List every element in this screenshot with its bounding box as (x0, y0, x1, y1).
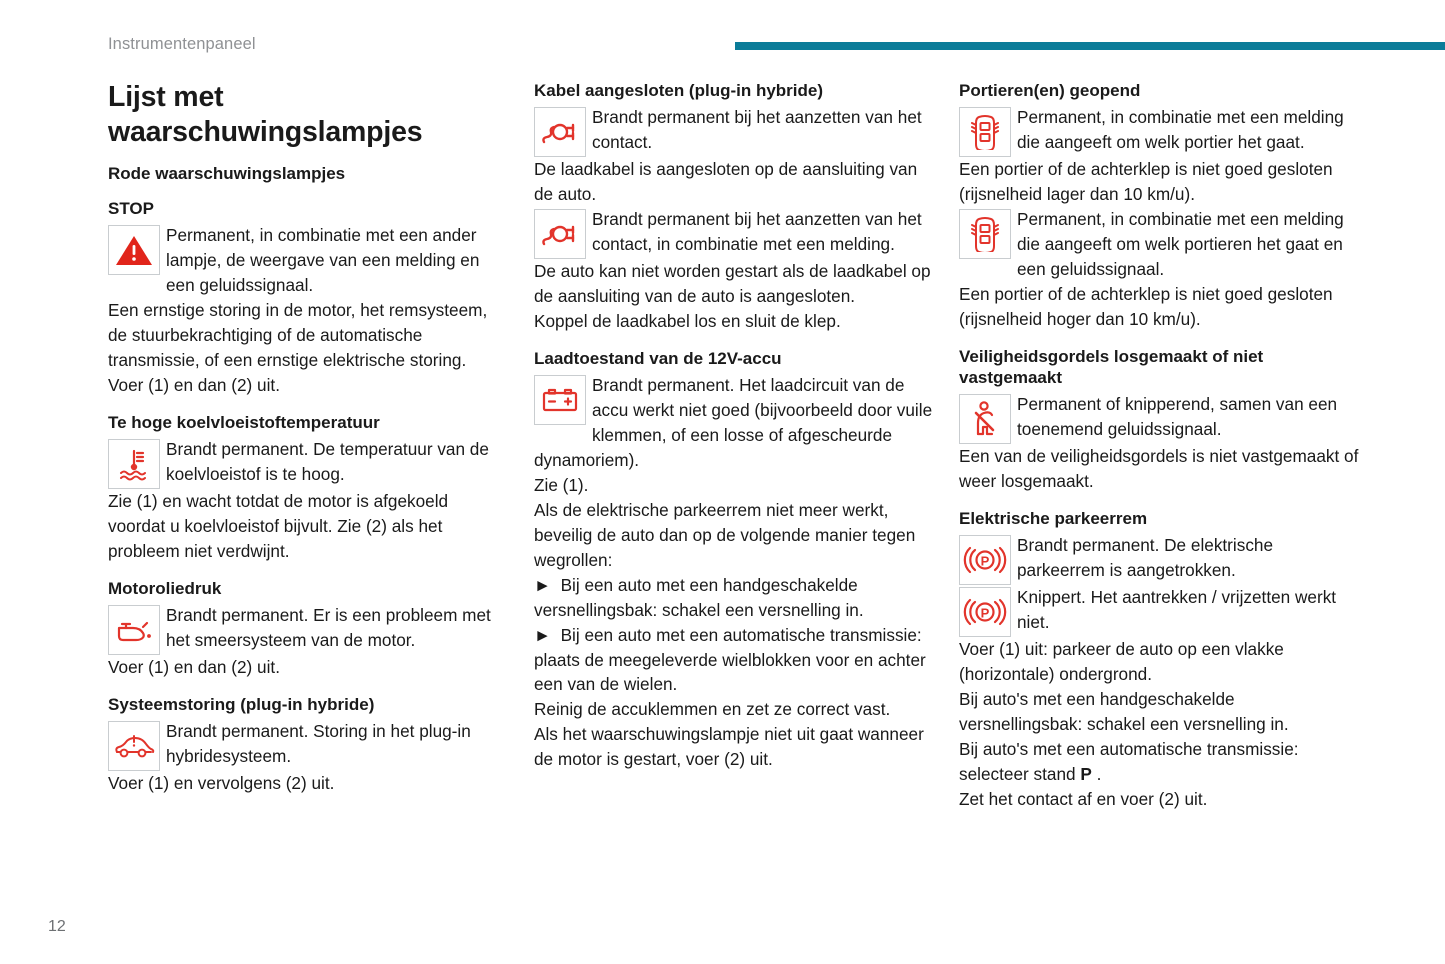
lamp-text-seatbelt: Permanent of knipperend, samen van een t… (1017, 394, 1338, 440)
hybrid-system-fault-icon (108, 721, 160, 772)
lamp-entry-door-1: Permanent, in combinatie met een melding… (959, 105, 1359, 158)
lamp-text-oil: Brandt permanent. Er is een probleem met… (166, 605, 491, 650)
seatbelt-icon (959, 394, 1011, 445)
lamp-para-hybrid-1: Voer (1) en vervolgens (2) uit. (108, 773, 335, 794)
svg-text:P: P (981, 554, 990, 569)
charging-plug-icon (534, 209, 586, 260)
lamp-para-pb-3: Bij auto's met een automatische transmis… (959, 737, 1359, 787)
lamp-para-oil-1: Voer (1) en dan (2) uit. (108, 657, 280, 678)
lamp-title-hybrid: Systeemstoring (plug-in hybride) (108, 694, 375, 714)
running-head: Instrumentenpaneel (108, 35, 256, 53)
lamp-title-parking-brake: Elektrische parkeerrem (959, 509, 1148, 529)
lamp-para-cable-1: De laadkabel is aangesloten op de aanslu… (534, 159, 918, 205)
oil-pressure-icon (108, 605, 160, 656)
lamp-text-cable-1: Brandt permanent bij het aanzetten van h… (592, 107, 922, 153)
battery-charge-icon (534, 375, 586, 426)
section-subtitle: Rode waarschuwingslampjes (108, 163, 346, 183)
lamp-para-battery-4: Als het waarschuwingslampje niet uit gaa… (534, 724, 924, 770)
svg-text:P: P (981, 606, 990, 621)
charging-plug-icon (534, 107, 586, 158)
gear-position-p: P (1080, 764, 1092, 785)
lamp-para-pb-3-suffix: . (1091, 764, 1102, 785)
lamp-para-pb-1: Voer (1) uit: parkeer de auto op een vla… (959, 639, 1284, 685)
lamp-text-hybrid: Brandt permanent. Storing in het plug-in… (166, 721, 471, 767)
lamp-title-oil: Motoroliedruk (108, 578, 222, 598)
lamp-para-coolant-1: Zie (1) en wacht totdat de motor is afge… (108, 490, 449, 561)
parking-brake-icon: P (959, 587, 1011, 638)
lamp-entry-seatbelt: Permanent of knipperend, samen van een t… (959, 392, 1359, 445)
lamp-text-door-1: Permanent, in combinatie met een melding… (1017, 107, 1344, 153)
lamp-bullet-battery-1: ► Bij een auto met een handgeschakelde v… (534, 574, 864, 620)
page-title: Lijst met waarschuwingslampjes (108, 81, 423, 148)
lamp-para-pb-4: Zet het contact af en voer (2) uit. (959, 789, 1208, 810)
lamp-para-pb-2: Bij auto's met een handgeschakelde versn… (959, 689, 1289, 735)
lamp-title-seatbelt: Veiligheidsgordels losgemaakt of niet va… (959, 346, 1264, 388)
lamp-entry-parking-brake-2: P Knippert. Het aantrekken / vrijzetten … (959, 585, 1359, 638)
lamp-para-cable-3: Koppel de laadkabel los en sluit de klep… (534, 311, 841, 331)
lamp-para-stop-2: Voer (1) en dan (2) uit. (108, 374, 280, 395)
lamp-entry-oil: Brandt permanent. Er is een probleem met… (108, 603, 508, 656)
lamp-text-stop: Permanent, in combinatie met een ander l… (166, 225, 480, 296)
lamp-para-door-1: Een portier of de achterklep is niet goe… (959, 159, 1333, 205)
lamp-entry-coolant: Brandt permanent. De temperatuur van de … (108, 437, 508, 489)
lamp-text-battery: Brandt permanent. Het laadcircuit van de… (534, 375, 933, 470)
column-3: Portieren(en) geopend Permanent, in comb… (959, 80, 1359, 812)
lamp-text-door-2: Permanent, in combinatie met een melding… (1017, 209, 1344, 279)
lamp-text-parking-brake-2: Knippert. Het aantrekken / vrijzetten we… (1017, 587, 1337, 633)
page-columns: Lijst met waarschuwingslampjes Rode waar… (0, 80, 1445, 870)
lamp-entry-cable-2: Brandt permanent bij het aanzetten van h… (534, 207, 934, 260)
lamp-para-battery-2: Als de elektrische parkeerrem niet meer … (534, 499, 916, 570)
lamp-para-stop-1: Een ernstige storing in de motor, het re… (108, 299, 488, 370)
lamp-entry-parking-brake-1: P Brandt permanent. De elektrische parke… (959, 533, 1359, 586)
lamp-para-cable-2: De auto kan niet worden gestart als de l… (534, 261, 931, 307)
lamp-text-cable-2: Brandt permanent bij het aanzetten van h… (592, 209, 922, 255)
lamp-text-coolant: Brandt permanent. De temperatuur van de … (166, 438, 489, 484)
lamp-para-seatbelt-1: Een van de veiligheidsgordels is niet va… (959, 446, 1359, 492)
page-header: Instrumentenpaneel (0, 0, 1445, 62)
lamp-entry-door-2: Permanent, in combinatie met een melding… (959, 207, 1359, 282)
lamp-entry-cable-1: Brandt permanent bij het aanzetten van h… (534, 105, 934, 158)
parking-brake-icon: P (959, 535, 1011, 586)
lamp-bullet-battery-2-text: Bij een auto met een automatische transm… (534, 624, 926, 695)
lamp-title-battery: Laadtoestand van de 12V-accu (534, 348, 782, 368)
lamp-entry-hybrid: Brandt permanent. Storing in het plug-in… (108, 719, 508, 772)
lamp-title-stop: STOP (108, 198, 154, 218)
lamp-title-cable: Kabel aangesloten (plug-in hybride) (534, 81, 824, 100)
lamp-para-door-2: Een portier of de achterklep is niet goe… (959, 283, 1333, 329)
door-open-icon (959, 107, 1011, 158)
lamp-para-battery-1: Zie (1). (534, 474, 589, 495)
column-1: Lijst met waarschuwingslampjes Rode waar… (108, 80, 508, 796)
lamp-text-parking-brake-1: Brandt permanent. De elektrische parkeer… (1017, 535, 1274, 581)
coolant-temperature-icon (108, 438, 160, 489)
header-rule (735, 42, 1445, 50)
lamp-entry-stop: Permanent, in combinatie met een ander l… (108, 223, 508, 298)
warning-triangle-icon (108, 225, 160, 276)
lamp-bullet-battery-2: ► Bij een auto met een automatische tran… (534, 624, 926, 695)
lamp-title-door: Portieren(en) geopend (959, 81, 1141, 100)
lamp-entry-battery: Brandt permanent. Het laadcircuit van de… (534, 373, 934, 473)
door-open-icon (959, 209, 1011, 260)
lamp-para-pb-3-prefix: Bij auto's met een automatische transmis… (959, 739, 1299, 785)
lamp-para-battery-3: Reinig de accuklemmen en zet ze correct … (534, 699, 891, 720)
page-number: 12 (48, 918, 66, 935)
lamp-title-coolant: Te hoge koelvloeistoftemperatuur (108, 412, 380, 432)
lamp-bullet-battery-1-text: Bij een auto met een handgeschakelde ver… (534, 574, 864, 620)
column-2: Kabel aangesloten (plug-in hybride) Bran… (534, 80, 934, 772)
